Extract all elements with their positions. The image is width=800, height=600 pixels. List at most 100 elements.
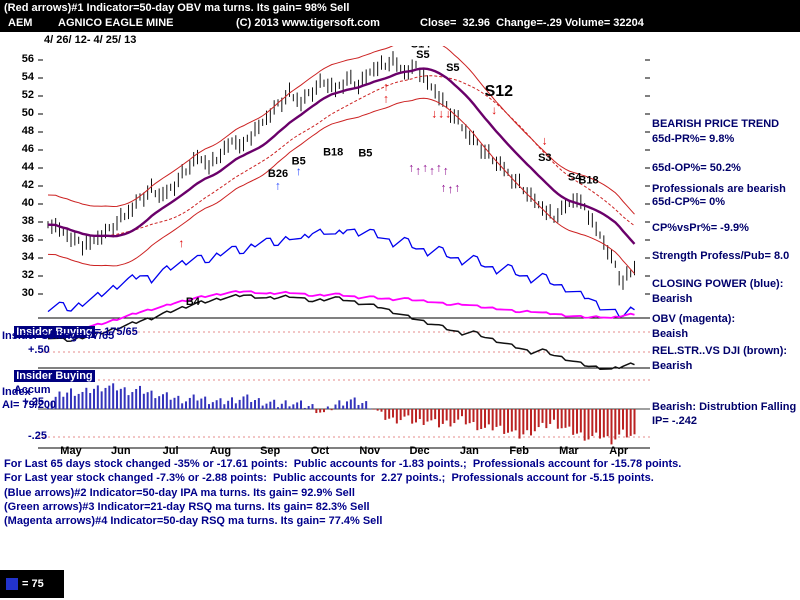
distribution-status: Bearish: Distrubtion Falling [652, 401, 797, 413]
accum-row: Accum +.25 [2, 372, 51, 420]
svg-text:S5: S5 [446, 62, 459, 74]
price-axis-label: 40 [21, 197, 34, 209]
insider-buying-row: Insider Buying = 175/65 [2, 314, 138, 350]
ai-value-label: AI= 79/200 [2, 399, 57, 411]
index-label: Index [2, 386, 31, 398]
svg-text:B5: B5 [292, 155, 306, 167]
svg-text:S5: S5 [416, 49, 429, 61]
svg-text:B5: B5 [358, 147, 372, 159]
svg-text:B4: B4 [186, 296, 201, 308]
svg-text:↑: ↑ [383, 91, 389, 105]
price-axis-label: 34 [21, 251, 34, 263]
svg-text:↑: ↑ [178, 236, 184, 250]
obv-header: OBV (magenta): [652, 313, 736, 325]
footer-indicator-green: (Green arrows)#3 Indicator=21-day RSQ ma… [4, 501, 370, 513]
svg-text:Aug: Aug [210, 445, 231, 457]
price-axis-label: 38 [21, 215, 34, 227]
price-trend-header: BEARISH PRICE TREND [652, 118, 780, 130]
footer-indicator-magenta: (Magenta arrows)#4 Indicator=50-day RSQ … [4, 515, 383, 527]
price-axis-label: 32 [21, 269, 34, 281]
svg-text:Sep: Sep [260, 445, 280, 457]
strength-ratio: Strength Profess/Pub= 8.0 [652, 250, 790, 262]
cp-vs-pr: CP%vsPr%= -9.9% [652, 222, 749, 234]
indicator-1-summary: (Red arrows)#1 Indicator=50-day OBV ma t… [4, 2, 350, 14]
pr-percent: 65d-PR%= 9.8% [652, 133, 735, 145]
svg-text:B18: B18 [578, 174, 598, 186]
ip-value: IP= -.242 [652, 415, 697, 427]
svg-text:B18: B18 [323, 146, 343, 158]
svg-text:↑: ↑ [408, 161, 414, 175]
svg-text:Jul: Jul [163, 445, 179, 457]
svg-text:↑: ↑ [383, 80, 389, 94]
plus-50-label: +.50 [28, 344, 50, 356]
legend-box: = 75 [0, 570, 64, 598]
price-axis-label: 56 [21, 53, 34, 65]
svg-text:Jan: Jan [460, 445, 479, 457]
svg-text:↓: ↓ [445, 107, 451, 121]
price-axis-label: 52 [21, 89, 34, 101]
plus-25-label: +.25 [22, 396, 44, 408]
minus-25-label: -.25 [28, 430, 47, 442]
svg-text:↓: ↓ [491, 103, 497, 117]
svg-text:Mar: Mar [559, 445, 579, 457]
footer-indicator-blue: (Blue arrows)#2 Indicator=50-day IPA ma … [4, 487, 355, 499]
svg-text:May: May [60, 445, 82, 457]
footer-stats-65day: For Last 65 days stock changed -35% or -… [4, 458, 682, 470]
svg-text:S3: S3 [538, 152, 551, 164]
insider-buying-label-2[interactable]: Insider Buying [2, 358, 95, 394]
svg-text:S14: S14 [411, 46, 431, 50]
svg-text:Nov: Nov [359, 445, 381, 457]
quote-summary: Close= 32.96 Change=-.29 Volume= 32204 [420, 17, 644, 29]
svg-text:↑: ↑ [448, 182, 454, 196]
copyright-text: (C) 2013 www.tigersoft.com [236, 17, 380, 29]
insider-selling-label: Insider Selling= 77/65 [2, 330, 115, 342]
svg-text:S12: S12 [485, 83, 514, 100]
svg-text:↓: ↓ [438, 107, 444, 121]
svg-text:↑: ↑ [429, 163, 435, 177]
svg-text:↑: ↑ [436, 161, 442, 175]
legend-value: = 75 [22, 578, 44, 590]
svg-text:S4: S4 [568, 172, 582, 184]
stock-price-chart: MayJunJulAugSepOctNovDecJanFebMarAprS14S… [38, 46, 650, 457]
svg-text:Apr: Apr [609, 445, 629, 457]
accum-label: Accum [13, 384, 51, 396]
svg-text:Oct: Oct [311, 445, 330, 457]
svg-text:↓: ↓ [431, 107, 437, 121]
price-axis-label: 30 [21, 287, 34, 299]
svg-text:↓: ↓ [542, 134, 548, 148]
price-axis-label: 50 [21, 107, 34, 119]
company-name: AGNICO EAGLE MINE [58, 17, 174, 29]
professionals-note: Professionals are bearish [652, 183, 786, 195]
obv-status: Beaish [652, 328, 689, 340]
price-axis-label: 44 [21, 161, 34, 173]
svg-text:↑: ↑ [422, 161, 428, 175]
svg-text:↑: ↑ [441, 180, 447, 194]
closing-power-status: Bearish [652, 293, 693, 305]
svg-text:B26: B26 [268, 168, 288, 180]
analysis-panel: BEARISH PRICE TREND 65d-PR%= 9.8% 65d-OP… [652, 118, 800, 428]
insider-buying-value: = 175/65 [94, 326, 138, 338]
op-percent: 65d-OP%= 50.2% [652, 162, 741, 174]
relstr-header: REL.STR..VS DJI (brown): [652, 345, 788, 357]
svg-text:Dec: Dec [409, 445, 429, 457]
price-axis-label: 54 [21, 71, 34, 83]
svg-text:Feb: Feb [509, 445, 529, 457]
cp-percent: 65d-CP%= 0% [652, 196, 726, 208]
svg-text:↑: ↑ [415, 163, 421, 177]
header-bar: (Red arrows)#1 Indicator=50-day OBV ma t… [0, 0, 800, 32]
ticker-symbol: AEM [8, 17, 33, 29]
svg-text:↑: ↑ [443, 163, 449, 177]
price-axis-label: 42 [21, 179, 34, 191]
insider-buying-label[interactable]: Insider Buying [14, 326, 95, 338]
relstr-status: Bearish [652, 360, 693, 372]
price-axis-label: 36 [21, 233, 34, 245]
svg-text:Jun: Jun [111, 445, 131, 457]
insider-buying-label-2-text: Insider Buying [14, 370, 95, 382]
svg-text:↑: ↑ [275, 179, 281, 193]
date-range: 4/ 26/ 12- 4/ 25/ 13 [44, 34, 137, 46]
legend-color-swatch [6, 578, 18, 590]
footer-stats-year: For Last year stock changed -7.3% or -2.… [4, 472, 654, 484]
svg-text:↑: ↑ [296, 164, 302, 178]
svg-text:↑: ↑ [454, 180, 460, 194]
